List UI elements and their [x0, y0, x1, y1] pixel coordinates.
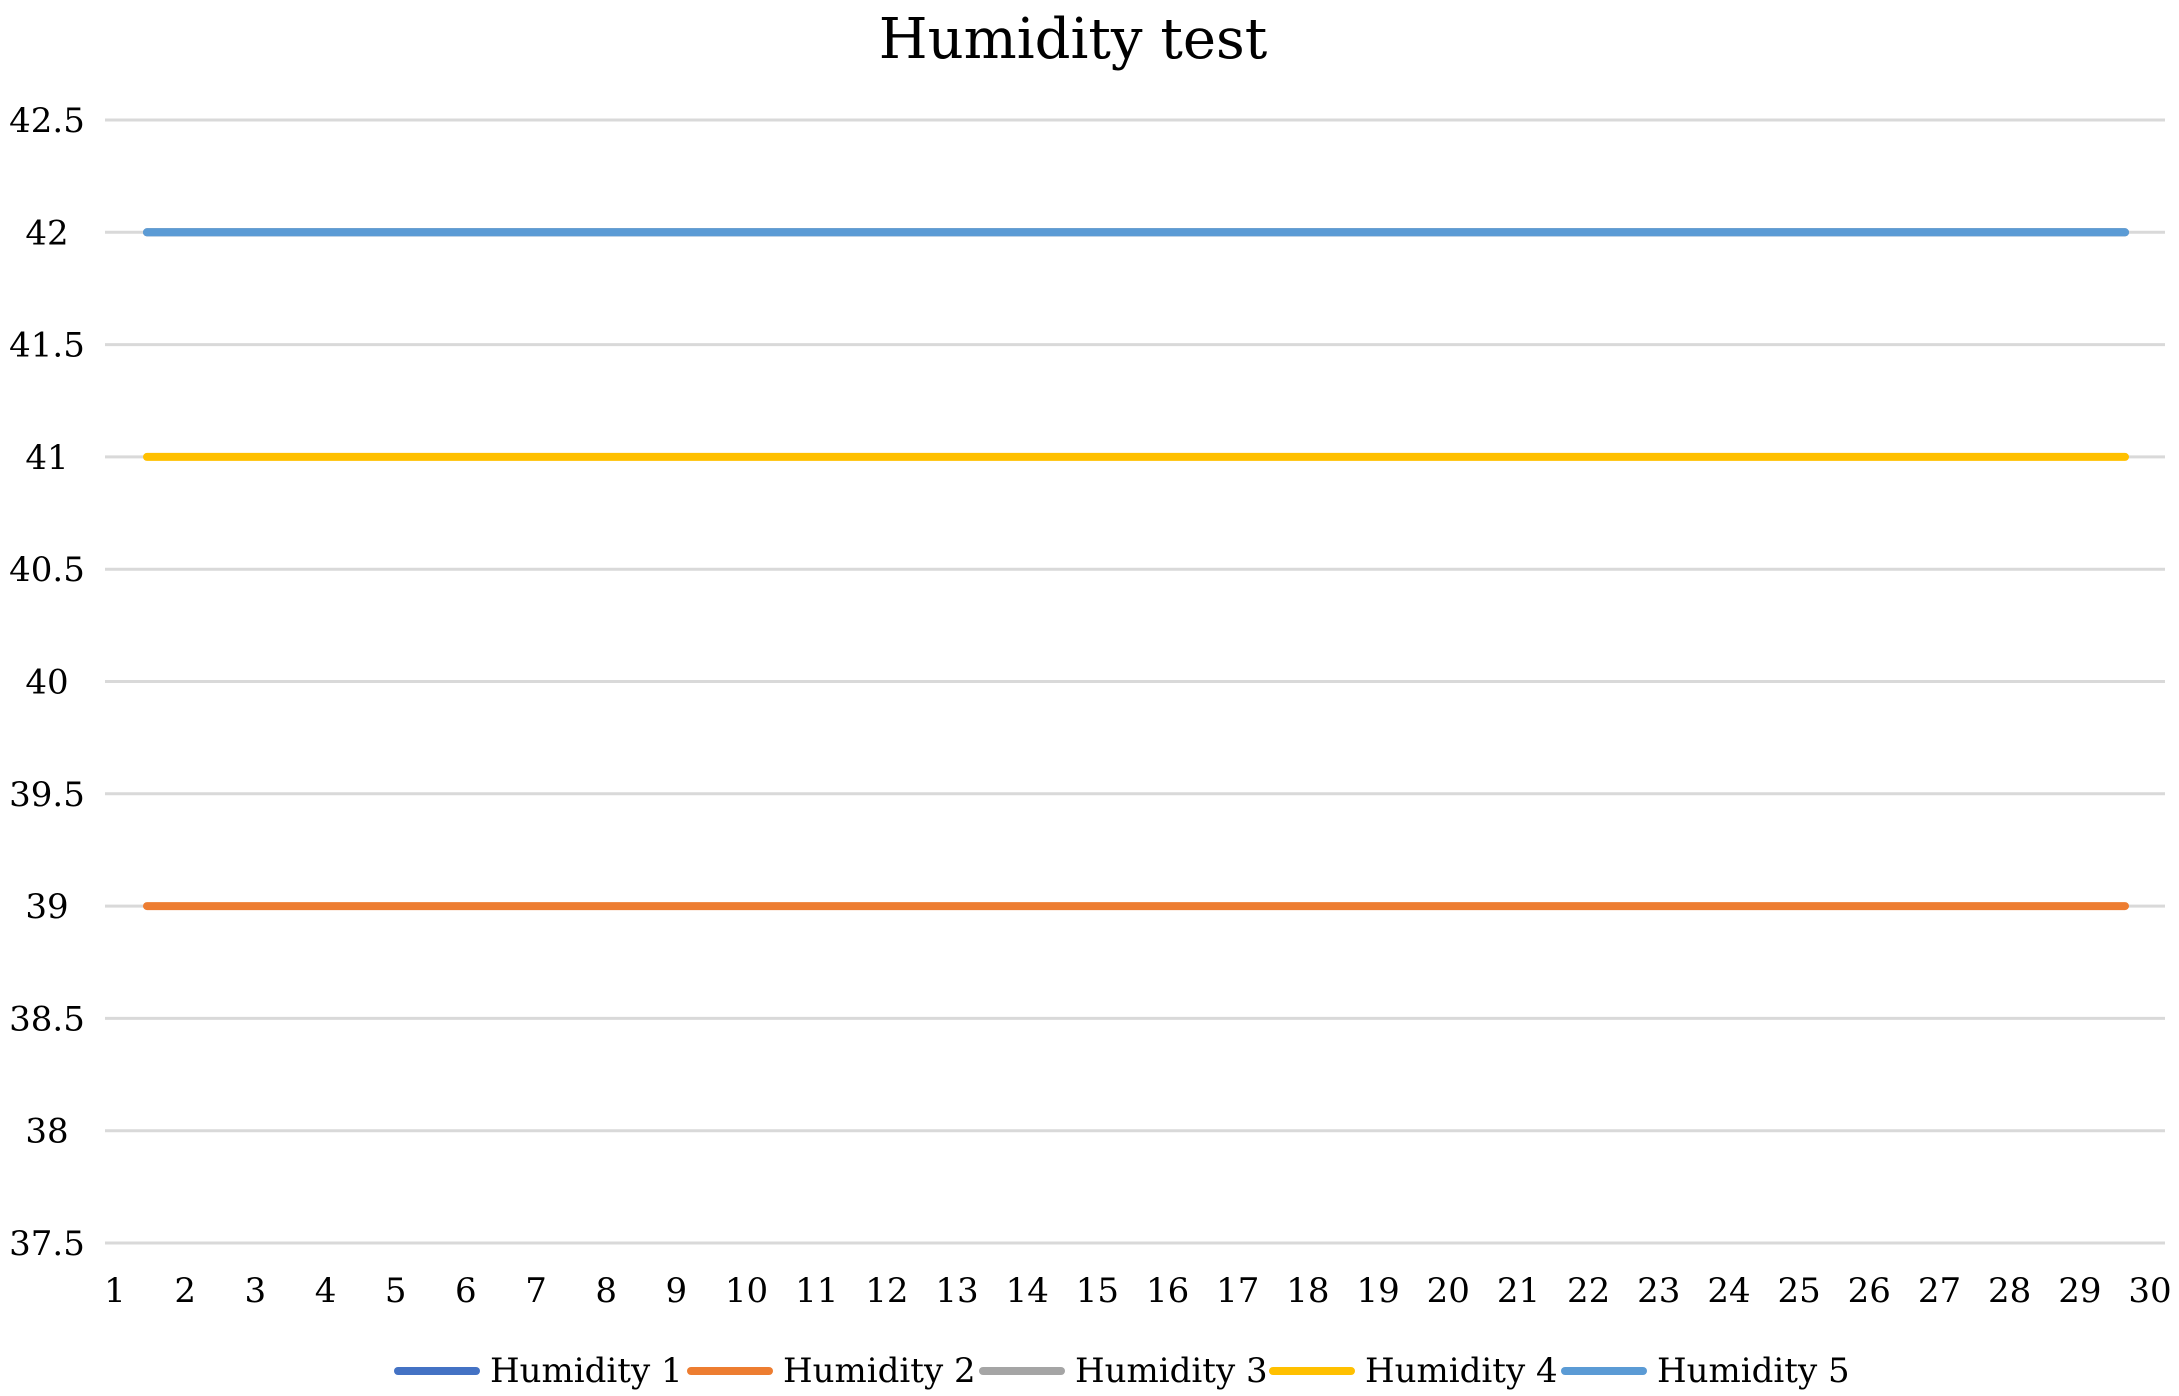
legend-item: Humidity 1: [394, 1351, 683, 1391]
x-tick-label: 23: [1637, 1271, 1680, 1311]
legend-label: Humidity 5: [1657, 1351, 1850, 1391]
y-tick-label: 38: [25, 1112, 68, 1152]
x-tick-label: 29: [2058, 1271, 2101, 1311]
legend-item: Humidity 5: [1561, 1351, 1850, 1391]
x-tick-label: 20: [1427, 1271, 1470, 1311]
x-tick-label: 28: [1988, 1271, 2031, 1311]
chart-title: Humidity test: [879, 7, 1268, 72]
y-tick-label: 42: [25, 213, 68, 253]
x-tick-label: 30: [2128, 1271, 2171, 1311]
legend-label: Humidity 3: [1075, 1351, 1268, 1391]
x-tick-label: 11: [795, 1271, 838, 1311]
x-tick-label: 26: [1848, 1271, 1891, 1311]
x-tick-label: 16: [1146, 1271, 1189, 1311]
x-tick-label: 5: [385, 1271, 407, 1311]
y-axis-ticks: 42.5 42 41.5 41 40.5 40 39.5 39 38.5 38 37.5: [9, 101, 85, 1264]
y-tick-label: 39: [25, 887, 68, 927]
legend-label: Humidity 1: [490, 1351, 683, 1391]
y-tick-label: 39.5: [9, 775, 85, 815]
legend-item: Humidity 4: [1269, 1351, 1558, 1391]
x-tick-label: 3: [245, 1271, 267, 1311]
legend-label: Humidity 4: [1365, 1351, 1558, 1391]
x-tick-label: 18: [1286, 1271, 1329, 1311]
y-tick-label: 37.5: [9, 1224, 85, 1264]
legend-item: Humidity 3: [979, 1351, 1268, 1391]
y-tick-label: 40: [25, 663, 68, 703]
x-tick-label: 22: [1567, 1271, 1610, 1311]
x-tick-label: 27: [1918, 1271, 1961, 1311]
x-tick-label: 6: [455, 1271, 477, 1311]
x-tick-label: 2: [174, 1271, 196, 1311]
x-tick-label: 21: [1497, 1271, 1540, 1311]
y-tick-label: 42.5: [9, 101, 85, 141]
x-tick-label: 12: [865, 1271, 908, 1311]
x-tick-label: 25: [1778, 1271, 1821, 1311]
x-tick-label: 17: [1216, 1271, 1259, 1311]
x-axis-ticks: 1 2 3 4 5 6 7 8 9 10 11 12 13 14 15 16 17 18 19 20 21 22 23 24 2…: [104, 1271, 2171, 1311]
x-tick-label: 7: [525, 1271, 547, 1311]
legend-label: Humidity 2: [783, 1351, 976, 1391]
x-tick-label: 13: [935, 1271, 978, 1311]
x-tick-label: 10: [725, 1271, 768, 1311]
x-tick-label: 4: [315, 1271, 337, 1311]
x-tick-label: 19: [1356, 1271, 1399, 1311]
x-tick-label: 1: [104, 1271, 126, 1311]
y-tick-label: 40.5: [9, 550, 85, 590]
legend: Humidity 1 Humidity 2 Humidity 3 Humidity 4…: [394, 1351, 1850, 1391]
series-lines: [143, 228, 2129, 911]
legend-item: Humidity 2: [687, 1351, 976, 1391]
y-tick-label: 38.5: [9, 999, 85, 1039]
x-tick-label: 8: [595, 1271, 617, 1311]
x-tick-label: 9: [666, 1271, 688, 1311]
y-tick-label: 41.5: [9, 326, 85, 366]
x-tick-label: 24: [1707, 1271, 1750, 1311]
y-tick-label: 41: [25, 438, 68, 478]
x-tick-label: 14: [1006, 1271, 1049, 1311]
x-tick-label: 15: [1076, 1271, 1119, 1311]
